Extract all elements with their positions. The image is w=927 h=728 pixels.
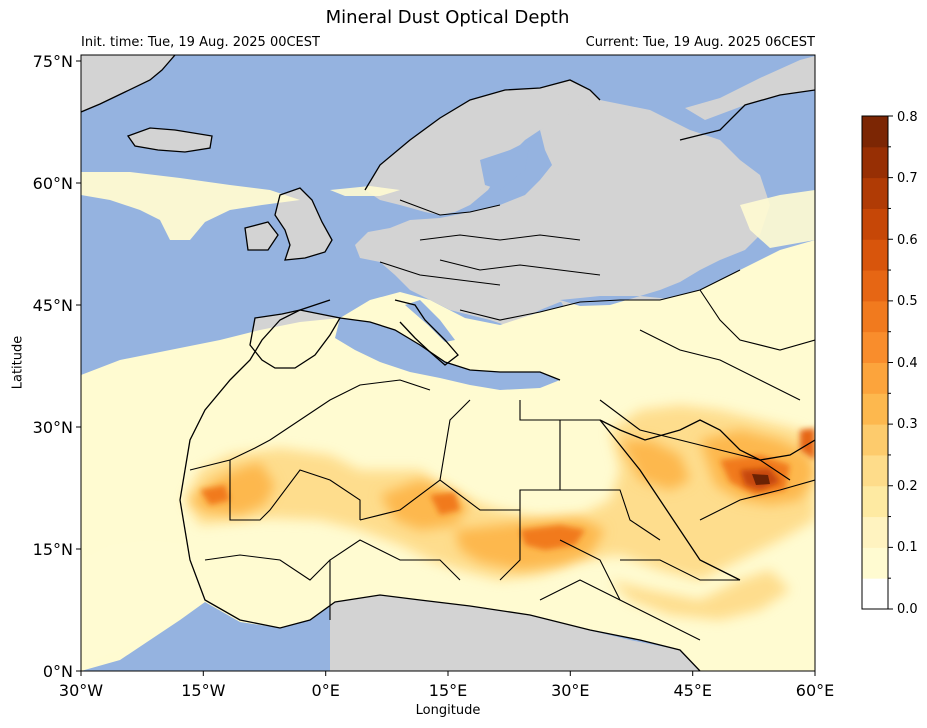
colorbar-labels: 0.0 0.1 0.2 0.3 0.4 0.5 0.6 0.7 0.8 xyxy=(897,110,918,617)
colorbar-label: 0.1 xyxy=(897,540,918,555)
y-axis-label: Latitude xyxy=(10,335,26,390)
lon-tick: 30°E xyxy=(551,681,589,700)
lat-tick: 75°N xyxy=(33,52,73,71)
colorbar-segment xyxy=(862,578,888,610)
colorbar-segment xyxy=(862,300,888,333)
colorbar-label: 0.0 xyxy=(897,602,918,617)
x-axis-label: Longitude xyxy=(415,703,481,718)
colorbar-label: 0.8 xyxy=(897,110,918,125)
lon-tick: 15°E xyxy=(429,681,467,700)
lon-tick-labels: 30°W 15°W 0°E 15°E 30°E 45°E 60°E xyxy=(59,681,834,700)
colorbar-label: 0.4 xyxy=(897,356,918,371)
lat-tick: 45°N xyxy=(33,296,73,315)
lat-tick: 0°N xyxy=(43,662,73,681)
colorbar-segment xyxy=(862,362,888,394)
colorbar-segment xyxy=(862,516,888,548)
colorbar-ticks xyxy=(888,115,893,610)
colorbar-segment xyxy=(862,454,888,487)
lon-tick: 30°W xyxy=(59,681,103,700)
lat-tick: 30°N xyxy=(33,418,73,437)
colorbar-segment xyxy=(862,485,888,518)
lat-tick-labels: 0°N 15°N 30°N 45°N 60°N 75°N xyxy=(33,52,73,681)
map-title: Mineral Dust Optical Depth xyxy=(325,7,570,28)
colorbar-label: 0.6 xyxy=(897,233,918,248)
colorbar-label: 0.2 xyxy=(897,479,918,494)
colorbar-segment xyxy=(862,393,888,425)
axis-ticks xyxy=(76,60,816,676)
map-area xyxy=(81,55,815,671)
lon-tick: 0°E xyxy=(312,681,340,700)
coastlines xyxy=(81,55,815,671)
lat-tick: 60°N xyxy=(33,174,73,193)
dust-field xyxy=(81,172,815,671)
colorbar-segment xyxy=(862,239,888,271)
lon-tick: 15°W xyxy=(181,681,225,700)
colorbar-segment xyxy=(862,424,888,456)
current-time-label: Current: Tue, 19 Aug. 2025 06CEST xyxy=(585,35,815,50)
init-time-label: Init. time: Tue, 19 Aug. 2025 00CEST xyxy=(81,35,320,50)
colorbar-segment xyxy=(862,116,888,148)
colorbar-segment xyxy=(862,177,888,209)
dust-peak-marker xyxy=(752,474,770,485)
colorbar-label: 0.3 xyxy=(897,417,918,432)
colorbar-segment xyxy=(862,547,888,579)
colorbar-segment xyxy=(862,208,888,240)
country-borders xyxy=(189,199,815,641)
colorbar-label: 0.5 xyxy=(897,294,918,309)
colorbar-segment xyxy=(862,331,888,363)
lon-tick: 45°E xyxy=(673,681,711,700)
lon-tick: 60°E xyxy=(796,681,834,700)
colorbar xyxy=(862,116,888,610)
colorbar-label: 0.7 xyxy=(897,171,918,186)
colorbar-segment xyxy=(862,146,888,179)
lat-tick: 15°N xyxy=(33,540,73,559)
colorbar-segment xyxy=(862,270,888,302)
